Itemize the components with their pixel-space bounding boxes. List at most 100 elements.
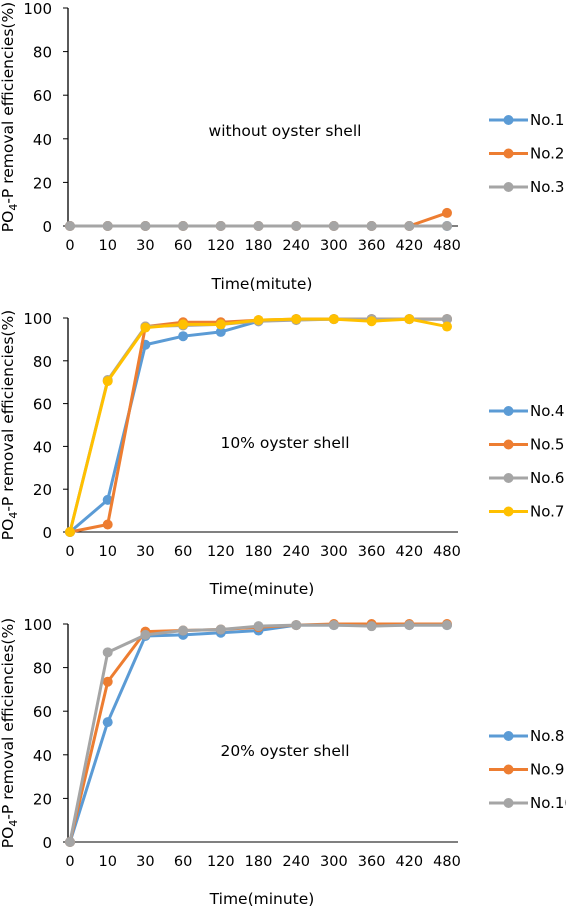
data-point-no4 [102,494,113,505]
data-point-no7 [178,319,189,330]
x-tick-label: 0 [65,854,74,870]
x-tick-label: 180 [245,238,273,254]
y-tick-label: 100 [23,616,52,634]
x-tick-label: 180 [245,854,273,870]
data-point-no7 [102,376,113,387]
y-tick-label: 40 [33,131,52,149]
x-axis-title: Time(minute) [209,580,315,598]
x-tick-label: 240 [282,544,310,560]
data-point-no10 [291,620,302,631]
y-tick-label: 40 [33,438,52,456]
y-tick-label: 80 [33,44,52,62]
y-tick-label: 20 [33,481,52,499]
legend-swatch-marker [503,764,514,775]
y-axis-title: PO4-P removal efficiencies(%) [0,618,20,848]
legend-label: No.5 [530,436,564,454]
data-point-no3 [178,221,189,231]
data-point-no10 [178,625,189,636]
legend-label: No.3 [530,178,564,196]
legend-label: No.6 [530,469,564,487]
x-tick-label: 0 [65,238,74,254]
legend-swatch-marker [503,473,514,483]
data-point-no3 [328,221,339,231]
legend-label: No.2 [530,145,564,163]
chart-annotation: 20% oyster shell [220,742,349,760]
legend-swatch-marker [503,115,514,125]
data-point-no9 [102,676,113,687]
data-point-no8 [102,717,113,728]
data-point-no10 [253,621,264,632]
data-point-no3 [253,221,264,231]
data-point-no10 [102,647,113,658]
chart-annotation: 10% oyster shell [220,434,349,452]
x-tick-label: 0 [65,544,74,560]
y-axis-title: PO4-P removal efficiencies(%) [0,310,20,540]
x-tick-label: 10 [98,238,116,254]
data-point-no10 [366,621,377,632]
data-point-no10 [140,629,151,640]
data-point-no10 [328,620,339,631]
data-point-no7 [366,316,377,327]
chart-panel-3: 0 20 40 60 80 100 0 10 30 60 120 180 240 300 360 420 480… [0,616,566,908]
legend-swatch-marker [503,148,514,159]
legend-swatch-marker [503,506,514,517]
y-tick-label: 80 [33,660,52,678]
legend-label: No.7 [530,503,564,521]
chart-annotation: without oyster shell [209,122,362,140]
data-point-no7 [328,314,339,325]
y-tick-label: 0 [42,524,52,542]
x-tick-label: 60 [174,544,192,560]
data-point-no2 [442,207,452,218]
x-axis-title: Time(minute) [209,890,315,908]
x-tick-label: 30 [136,854,154,870]
data-point-no10 [215,624,226,635]
data-point-no7 [291,314,302,325]
legend-swatch-marker [503,798,514,808]
y-tick-label: 100 [23,310,52,328]
data-point-no10 [404,620,415,631]
x-tick-label: 30 [136,238,154,254]
data-point-no3 [442,221,452,231]
data-point-no4 [178,331,189,342]
legend-swatch-marker [503,731,514,741]
y-tick-label: 40 [33,747,52,765]
data-point-no7 [65,527,75,537]
chart-panel-1: 0 20 40 60 80 100 0 10 30 60 120 180 240 300 360 420 480… [0,0,564,293]
data-point-no5 [102,519,113,530]
legend-label: No.4 [530,402,564,420]
data-point-no3 [65,221,75,231]
x-tick-label: 30 [136,544,154,560]
y-tick-label: 60 [33,396,52,414]
y-tick-label: 60 [33,87,52,105]
y-tick-label: 80 [33,353,52,371]
y-tick-label: 20 [33,174,52,192]
x-tick-label: 480 [433,544,461,560]
x-tick-label: 360 [358,238,386,254]
legend-label: No.10 [530,794,566,812]
x-tick-label: 420 [395,854,423,870]
y-tick-label: 20 [33,790,52,808]
data-point-no10 [65,837,75,847]
x-tick-label: 60 [174,854,192,870]
y-tick-label: 100 [23,0,52,18]
y-axis-title: PO4-P removal efficiencies(%) [0,2,20,232]
data-point-no3 [215,221,226,231]
legend-swatch-marker [503,439,514,450]
x-tick-label: 300 [320,238,348,254]
y-tick-label: 0 [42,218,52,236]
data-point-no3 [140,221,151,231]
y-tick-label: 60 [33,703,52,721]
x-tick-label: 120 [207,854,235,870]
x-tick-label: 10 [98,854,116,870]
x-tick-label: 10 [98,544,116,560]
x-axis-title: Time(mitute) [211,275,313,293]
x-tick-label: 360 [358,544,386,560]
legend-label: No.1 [530,111,564,129]
x-tick-label: 420 [395,238,423,254]
data-point-no3 [102,221,113,231]
chart-panel-2: 0 20 40 60 80 100 0 10 30 60 120 180 240 300 360 420 480… [0,310,564,598]
x-tick-label: 240 [282,854,310,870]
data-point-no3 [366,221,377,231]
legend-swatch-marker [503,406,514,416]
